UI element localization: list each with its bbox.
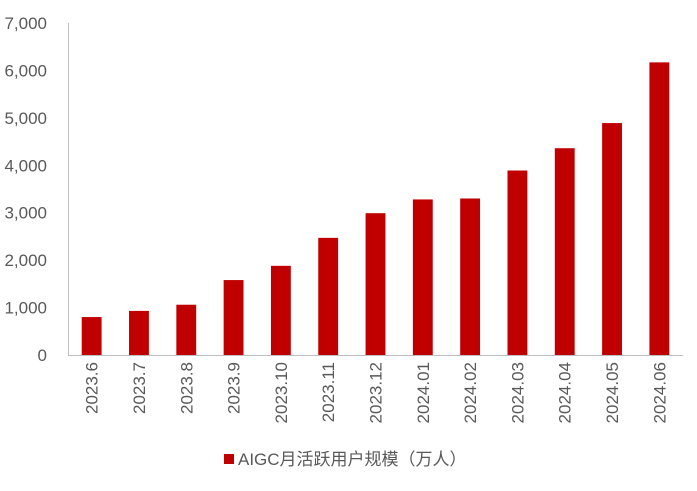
x-tick-label: 2023.6 xyxy=(83,362,102,414)
bars-group xyxy=(81,62,670,356)
bar xyxy=(649,62,670,355)
x-tick-label: 2023.7 xyxy=(130,362,149,414)
x-tick-label: 2023.8 xyxy=(177,362,196,414)
bar xyxy=(602,123,622,356)
x-tick-label: 2024.01 xyxy=(414,362,433,423)
x-tick-label: 2024.02 xyxy=(461,362,480,423)
bar xyxy=(176,304,197,355)
y-tick-label: 1,000 xyxy=(4,299,47,318)
x-tick-label: 2024.06 xyxy=(650,362,669,423)
bar xyxy=(270,265,291,355)
bar xyxy=(460,198,481,355)
bar xyxy=(412,199,433,355)
legend: AIGC月活跃用户规模（万人） xyxy=(224,450,467,469)
bar xyxy=(554,148,575,355)
bar xyxy=(365,213,386,355)
x-tick-label: 2023.10 xyxy=(272,362,291,423)
y-tick-label: 0 xyxy=(38,346,47,365)
x-tick-label: 2023.11 xyxy=(319,362,338,422)
legend-label: AIGC月活跃用户规模（万人） xyxy=(238,450,467,469)
y-axis-tick-labels: 0 1,000 2,000 3,000 4,000 5,000 6,000 7,000 xyxy=(4,14,47,365)
bar xyxy=(81,317,102,355)
x-tick-label: 2024.04 xyxy=(556,362,575,423)
x-tick-label: 2024.05 xyxy=(603,362,622,423)
bar xyxy=(507,170,528,355)
bar xyxy=(129,310,149,355)
y-tick-label: 3,000 xyxy=(4,204,47,223)
legend-swatch xyxy=(224,454,234,464)
x-axis-tick-labels: 2023.6 2023.7 2023.8 2023.9 2023.10 2023.11 20… xyxy=(83,362,670,423)
x-tick-label: 2023.9 xyxy=(225,362,244,414)
y-tick-label: 7,000 xyxy=(4,14,47,33)
y-tick-label: 2,000 xyxy=(4,251,47,270)
y-tick-label: 6,000 xyxy=(4,61,47,80)
y-tick-label: 4,000 xyxy=(4,156,47,175)
bar xyxy=(223,280,244,355)
x-tick-label: 2023.12 xyxy=(367,362,386,423)
y-tick-label: 5,000 xyxy=(4,109,47,128)
x-tick-label: 2024.03 xyxy=(508,362,527,423)
bar xyxy=(318,237,339,355)
